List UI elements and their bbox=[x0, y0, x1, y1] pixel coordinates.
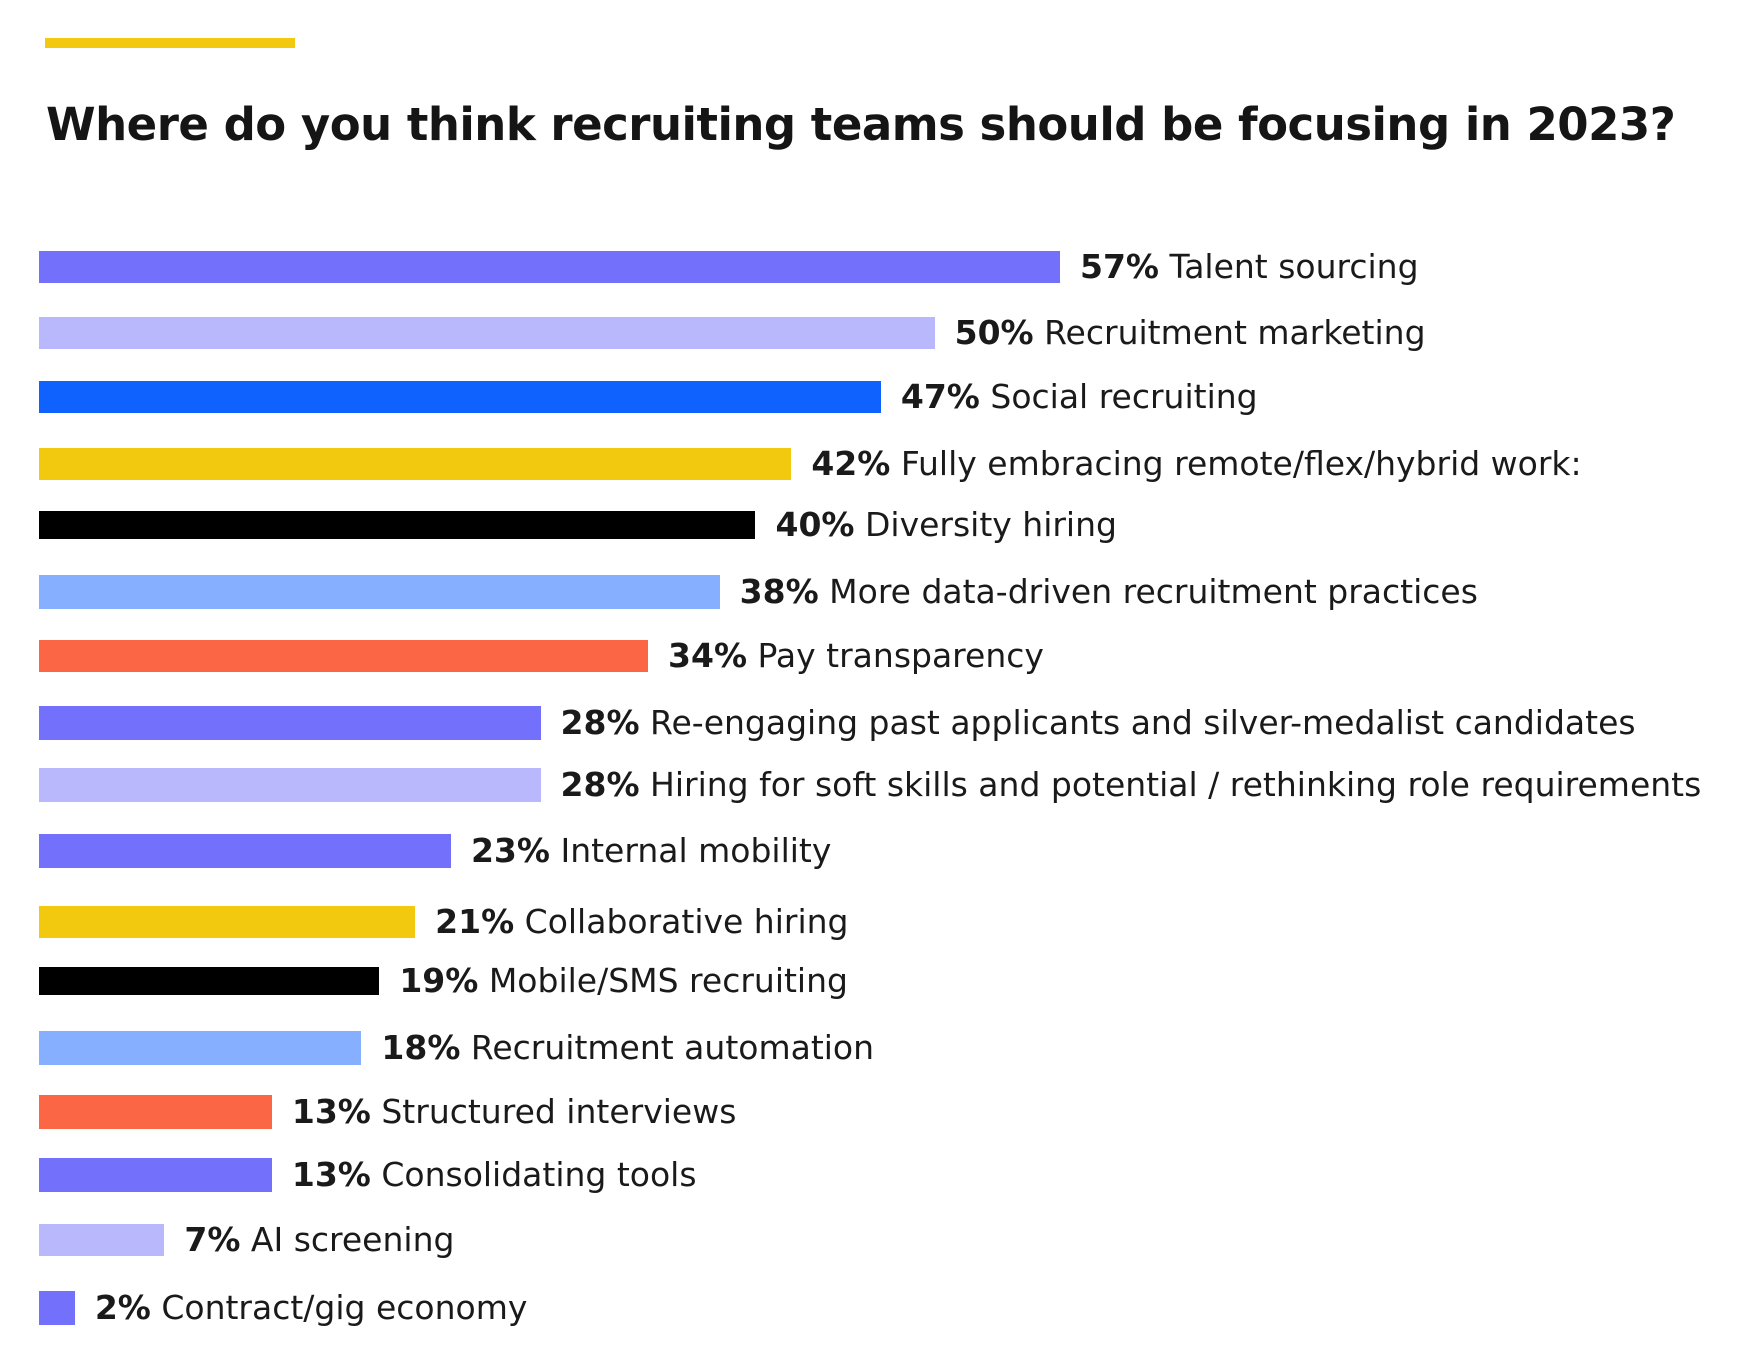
bar-7 bbox=[39, 640, 649, 672]
bar-category-label: Internal mobility bbox=[560, 831, 832, 870]
bar-label-15: 13% Consolidating tools bbox=[292, 1155, 697, 1195]
bar-label-1: 57% Talent sourcing bbox=[1080, 247, 1419, 287]
bar-2 bbox=[39, 317, 935, 349]
bar-category-label: Hiring for soft skills and potential / r… bbox=[650, 765, 1702, 804]
bar-value-label: 13% bbox=[291, 1092, 371, 1131]
bar-category-label: Social recruiting bbox=[990, 377, 1258, 416]
bar-value-label: 34% bbox=[668, 636, 748, 675]
bar-11 bbox=[39, 906, 416, 938]
bar-14 bbox=[39, 1095, 272, 1129]
bar-label-2: 50% Recruitment marketing bbox=[955, 313, 1426, 353]
bar-10 bbox=[39, 834, 451, 868]
bar-category-label: Mobile/SMS recruiting bbox=[488, 961, 848, 1000]
bar-1 bbox=[39, 251, 1060, 283]
bar-value-label: 28% bbox=[560, 765, 640, 804]
bar-value-label: 28% bbox=[560, 703, 640, 742]
bar-category-label: Diversity hiring bbox=[864, 505, 1117, 544]
bar-value-label: 13% bbox=[291, 1155, 371, 1194]
bar-value-label: 23% bbox=[470, 831, 550, 870]
bar-category-label: Talent sourcing bbox=[1169, 247, 1419, 286]
bar-category-label: Consolidating tools bbox=[381, 1155, 697, 1194]
bar-15 bbox=[39, 1158, 272, 1192]
bar-8 bbox=[39, 706, 541, 740]
bar-value-label: 21% bbox=[435, 902, 515, 941]
bar-value-label: 40% bbox=[775, 505, 855, 544]
bar-6 bbox=[39, 575, 720, 609]
bar-value-label: 38% bbox=[739, 572, 819, 611]
bar-category-label: Fully embracing remote/flex/hybrid work: bbox=[900, 444, 1582, 483]
bar-category-label: AI screening bbox=[250, 1220, 455, 1259]
bar-label-6: 38% More data-driven recruitment practic… bbox=[740, 572, 1478, 612]
bar-label-13: 18% Recruitment automation bbox=[381, 1028, 874, 1068]
bar-5 bbox=[39, 511, 756, 539]
bar-12 bbox=[39, 967, 380, 995]
chart-title: Where do you think recruiting teams shou… bbox=[46, 98, 1676, 151]
bar-category-label: Pay transparency bbox=[757, 636, 1044, 675]
bar-17 bbox=[39, 1291, 75, 1325]
bar-category-label: More data-driven recruitment practices bbox=[829, 572, 1478, 611]
bar-value-label: 7% bbox=[184, 1220, 241, 1259]
bar-label-10: 23% Internal mobility bbox=[471, 831, 831, 871]
bar-label-9: 28% Hiring for soft skills and potential… bbox=[561, 765, 1702, 805]
bar-4 bbox=[39, 448, 792, 480]
bar-value-label: 18% bbox=[381, 1028, 461, 1067]
title-accent-line bbox=[45, 38, 295, 48]
bar-label-8: 28% Re-engaging past applicants and silv… bbox=[561, 703, 1636, 743]
bar-value-label: 19% bbox=[399, 961, 479, 1000]
bar-3 bbox=[39, 381, 881, 413]
bar-category-label: Collaborative hiring bbox=[524, 902, 849, 941]
bar-label-16: 7% AI screening bbox=[184, 1220, 454, 1260]
bar-category-label: Recruitment marketing bbox=[1044, 313, 1426, 352]
bar-9 bbox=[39, 768, 541, 802]
bar-label-11: 21% Collaborative hiring bbox=[435, 902, 848, 942]
bar-13 bbox=[39, 1031, 362, 1065]
bar-category-label: Structured interviews bbox=[381, 1092, 737, 1131]
bar-label-12: 19% Mobile/SMS recruiting bbox=[399, 961, 848, 1001]
bar-value-label: 47% bbox=[900, 377, 980, 416]
bar-value-label: 2% bbox=[94, 1288, 151, 1327]
bar-label-4: 42% Fully embracing remote/flex/hybrid w… bbox=[811, 444, 1581, 484]
bar-label-17: 2% Contract/gig economy bbox=[95, 1288, 528, 1328]
bar-category-label: Re-engaging past applicants and silver-m… bbox=[650, 703, 1636, 742]
bar-value-label: 50% bbox=[954, 313, 1034, 352]
bar-category-label: Contract/gig economy bbox=[161, 1288, 528, 1327]
bar-label-14: 13% Structured interviews bbox=[292, 1092, 737, 1132]
bar-16 bbox=[39, 1224, 165, 1256]
bar-label-7: 34% Pay transparency bbox=[668, 636, 1044, 676]
bar-label-5: 40% Diversity hiring bbox=[775, 505, 1116, 545]
bar-value-label: 57% bbox=[1080, 247, 1159, 286]
bar-category-label: Recruitment automation bbox=[470, 1028, 875, 1067]
bar-label-3: 47% Social recruiting bbox=[901, 377, 1258, 417]
bar-value-label: 42% bbox=[811, 444, 891, 483]
